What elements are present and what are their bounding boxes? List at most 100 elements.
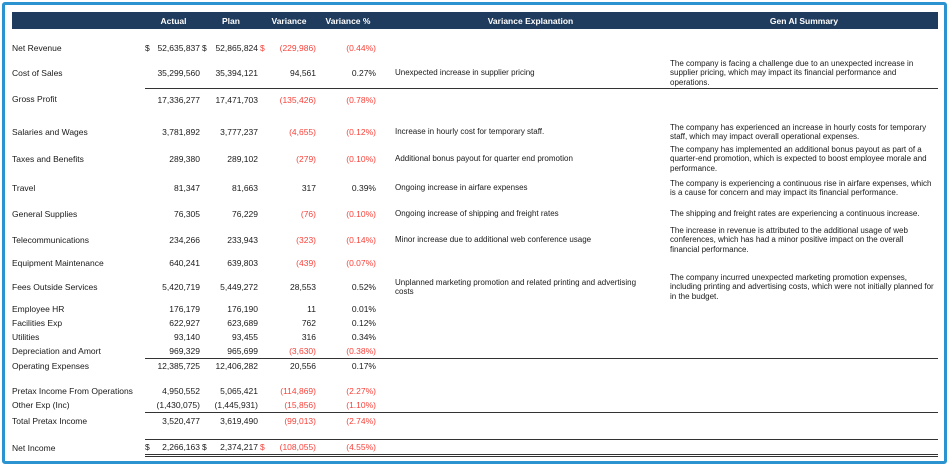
- table-row: Salaries and Wages 3,781,892 3,777,237 (…: [12, 120, 938, 144]
- col-header-variance-explanation: Variance Explanation: [487, 15, 574, 26]
- actual-cell: 12,385,725: [145, 358, 202, 373]
- variance-explanation: [395, 37, 666, 58]
- genai-summary: [670, 316, 938, 330]
- variance-cell: 94,561: [260, 58, 318, 88]
- variance-cell: 762: [260, 316, 318, 330]
- variance-value: 20,556: [290, 361, 316, 371]
- plan-value: 2,374,217: [220, 442, 258, 452]
- variance-pct-value: 0.12%: [351, 318, 376, 328]
- row-label: Salaries and Wages: [12, 127, 88, 137]
- variance-pct-value: (0.14%): [346, 235, 376, 245]
- col-header-variance: Variance: [271, 15, 307, 26]
- variance-explanation: [395, 254, 666, 272]
- variance-pct-value: (0.10%): [346, 209, 376, 219]
- actual-value: 3,781,892: [162, 127, 200, 137]
- variance-pct-value: (0.44%): [346, 42, 376, 53]
- column-gap: [378, 302, 395, 316]
- col-header-plan: Plan: [222, 15, 240, 26]
- variance-cell: $ (108,055): [260, 439, 318, 457]
- variance-cell: (99,013): [260, 412, 318, 429]
- variance-pct-value: 0.52%: [351, 282, 376, 292]
- variance-pct-cell: 0.27%: [318, 58, 378, 88]
- table-row: Net Revenue $ 52,635,837 $ 52,865,824 $ …: [12, 37, 938, 58]
- variance-cell: (4,655): [260, 120, 318, 144]
- plan-cell: 76,229: [202, 202, 260, 226]
- variance-value: (114,869): [280, 385, 316, 396]
- variance-cell: (135,426): [260, 88, 318, 110]
- plan-cell: 81,663: [202, 174, 260, 202]
- plan-cell: 233,943: [202, 226, 260, 254]
- actual-cell: 969,329: [145, 344, 202, 358]
- row-label: Facilities Exp: [12, 318, 63, 328]
- table-row: Cost of Sales 35,299,560 35,394,121 94,5…: [12, 58, 938, 88]
- genai-summary: The shipping and freight rates are exper…: [670, 209, 920, 219]
- variance-explanation: [395, 316, 666, 330]
- actual-value: 622,927: [169, 318, 200, 328]
- actual-value: 5,420,719: [162, 282, 200, 292]
- table-row: Operating Expenses 12,385,725 12,406,282…: [12, 358, 938, 373]
- variance-cell: 316: [260, 330, 318, 344]
- plan-cell: $ 2,374,217: [202, 439, 260, 457]
- row-label: Taxes and Benefits: [12, 154, 84, 164]
- variance-value: (439): [296, 258, 316, 268]
- row-label: Cost of Sales: [12, 68, 63, 78]
- genai-summary: The company incurred unexpected marketin…: [670, 273, 934, 301]
- variance-pct-value: 0.01%: [351, 304, 376, 314]
- table-row: Facilities Exp 622,927 623,689 762 0.12%: [12, 316, 938, 330]
- column-gap: [666, 412, 670, 429]
- variance-value: (3,630): [289, 346, 316, 356]
- table-row: Pretax Income From Operations 4,950,552 …: [12, 383, 938, 398]
- column-gap: [378, 58, 395, 88]
- actual-cell: 35,299,560: [145, 58, 202, 88]
- genai-summary: The company is experiencing a continuous…: [670, 178, 932, 197]
- variance-value: 28,553: [290, 282, 316, 292]
- plan-cell: 5,065,421: [202, 383, 260, 398]
- variance-explanation: [395, 383, 666, 398]
- variance-pct-cell: (0.12%): [318, 120, 378, 144]
- plan-value: 5,065,421: [220, 385, 258, 396]
- variance-cell: 11: [260, 302, 318, 316]
- variance-value: (76): [300, 209, 316, 219]
- genai-summary: [670, 439, 938, 457]
- variance-pct-cell: (2.27%): [318, 383, 378, 398]
- variance-cell: (76): [260, 202, 318, 226]
- dollar-sign-variance: $: [260, 442, 265, 452]
- genai-summary: [670, 358, 938, 373]
- variance-value: (229,986): [279, 42, 316, 53]
- genai-summary: The company is facing a challenge due to…: [670, 59, 914, 87]
- variance-pct-cell: 0.39%: [318, 174, 378, 202]
- col-header-actual: Actual: [160, 15, 187, 26]
- variance-pct-value: (4.55%): [346, 442, 376, 452]
- table-row: Gross Profit 17,336,277 17,471,703 (135,…: [12, 88, 938, 110]
- actual-value: 3,520,477: [162, 416, 200, 426]
- column-gap: [666, 358, 670, 373]
- variance-pct-value: 0.17%: [351, 361, 376, 371]
- actual-value: 52,635,837: [157, 42, 200, 53]
- variance-value: (15,856): [284, 400, 316, 410]
- genai-summary: The company has experienced an increase …: [670, 122, 927, 141]
- variance-cell: 317: [260, 174, 318, 202]
- variance-pct-cell: (2.74%): [318, 412, 378, 429]
- row-label: Other Exp (Inc): [12, 400, 70, 410]
- variance-explanation: Additional bonus payout for quarter end …: [395, 154, 573, 164]
- variance-pct-value: (2.74%): [346, 416, 376, 426]
- variance-value: (323): [296, 235, 316, 245]
- variance-pct-cell: (0.38%): [318, 344, 378, 358]
- variance-pct-cell: (4.55%): [318, 439, 378, 457]
- column-gap: [378, 144, 395, 174]
- variance-cell: (279): [260, 144, 318, 174]
- variance-value: (4,655): [289, 127, 316, 137]
- dollar-sign-actual: $: [145, 42, 150, 53]
- actual-cell: $ 52,635,837: [145, 37, 202, 58]
- table-row: General Supplies 76,305 76,229 (76) (0.1…: [12, 202, 938, 226]
- actual-value: 17,336,277: [157, 94, 200, 105]
- plan-cell: $ 52,865,824: [202, 37, 260, 58]
- plan-cell: 3,619,490: [202, 412, 260, 429]
- row-label: Travel: [12, 183, 36, 193]
- plan-cell: 639,803: [202, 254, 260, 272]
- column-gap: [378, 316, 395, 330]
- genai-summary: The company has implemented an additiona…: [670, 145, 927, 173]
- actual-value: 640,241: [169, 258, 200, 268]
- table-row: Travel 81,347 81,663 317 0.39% Ongoing i…: [12, 174, 938, 202]
